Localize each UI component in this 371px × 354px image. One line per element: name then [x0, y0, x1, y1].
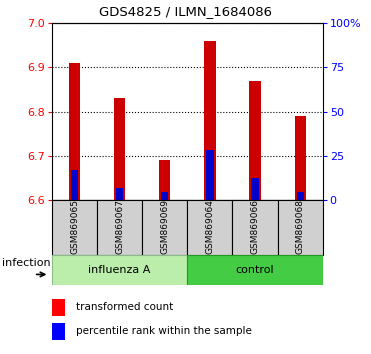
Text: GSM869068: GSM869068 [296, 199, 305, 254]
Bar [69, 63, 80, 200]
Bar [252, 178, 259, 200]
Bar [233, 200, 278, 255]
Bar [71, 170, 78, 200]
Bar [204, 41, 216, 200]
Bar [52, 323, 65, 339]
Bar [97, 200, 142, 255]
Bar [52, 255, 187, 285]
Text: GSM869064: GSM869064 [206, 199, 214, 254]
Bar [142, 200, 187, 255]
Text: GSM869069: GSM869069 [160, 199, 169, 254]
Bar [52, 299, 65, 315]
Bar [206, 150, 214, 200]
Bar [116, 188, 123, 200]
Bar [249, 81, 261, 200]
Bar [114, 98, 125, 200]
Bar [159, 160, 170, 200]
Bar [52, 200, 97, 255]
Bar [187, 200, 233, 255]
Text: GDS4825 / ILMN_1684086: GDS4825 / ILMN_1684086 [99, 5, 272, 18]
Text: transformed count: transformed count [76, 302, 173, 312]
Bar [296, 192, 304, 200]
Bar [161, 192, 168, 200]
Bar [295, 116, 306, 200]
Text: control: control [236, 265, 275, 275]
Text: infection: infection [2, 258, 50, 268]
Text: percentile rank within the sample: percentile rank within the sample [76, 326, 252, 336]
Bar [278, 200, 323, 255]
Text: influenza A: influenza A [88, 265, 151, 275]
Bar [187, 255, 323, 285]
Text: GSM869066: GSM869066 [250, 199, 260, 254]
Text: GSM869067: GSM869067 [115, 199, 124, 254]
Text: GSM869065: GSM869065 [70, 199, 79, 254]
